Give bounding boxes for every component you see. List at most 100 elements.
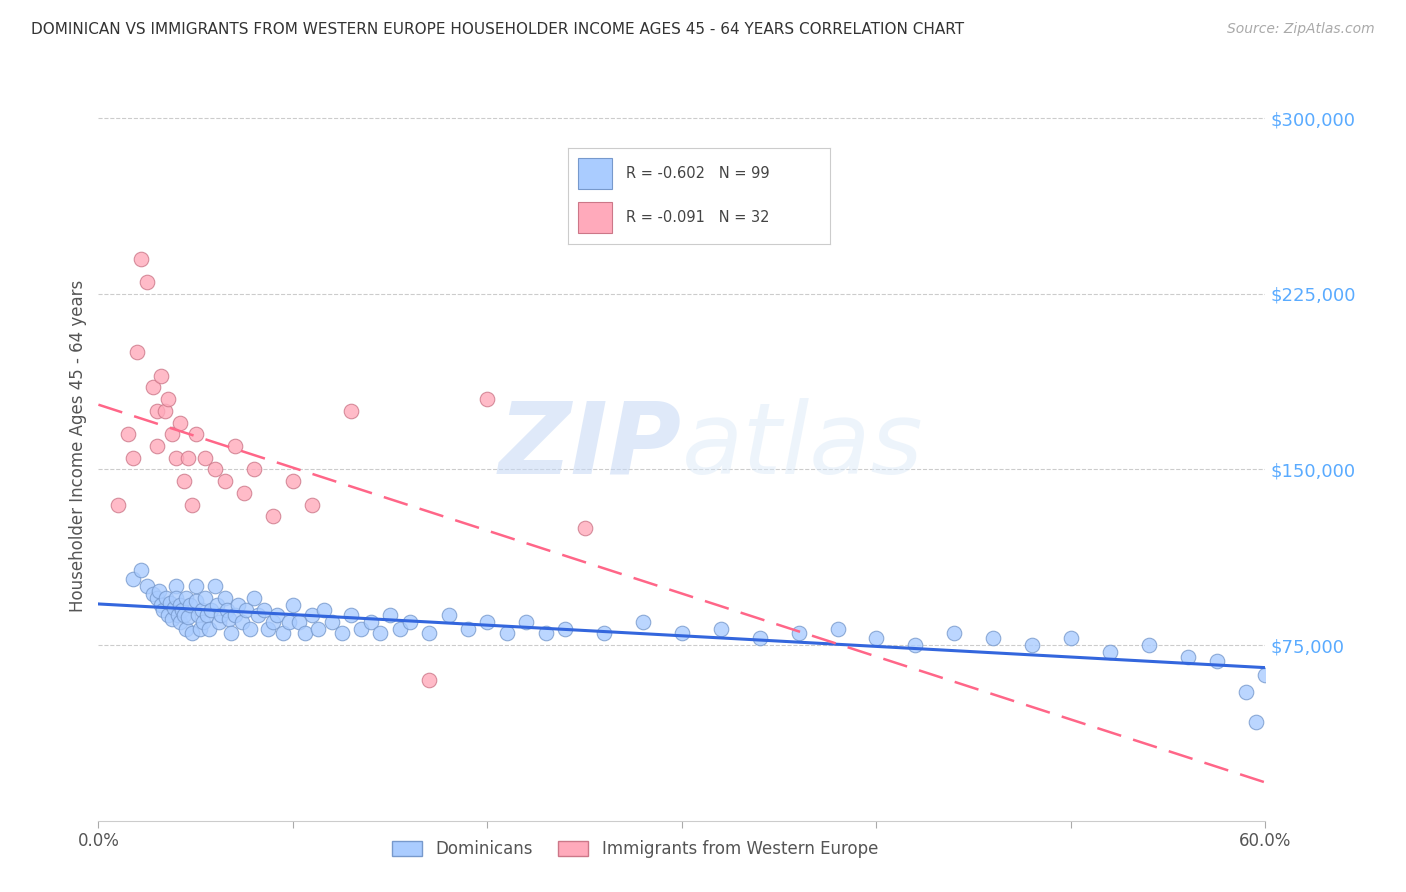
Point xyxy=(174,591,197,606)
Point xyxy=(496,626,519,640)
Point xyxy=(173,474,195,488)
Point xyxy=(107,498,129,512)
Point xyxy=(904,638,927,652)
Point xyxy=(162,612,184,626)
Point xyxy=(190,603,212,617)
Point xyxy=(418,673,440,688)
Point xyxy=(224,439,246,453)
Point xyxy=(209,607,232,622)
Point xyxy=(152,603,174,617)
Point xyxy=(710,622,733,636)
Point xyxy=(370,626,392,640)
Y-axis label: Householder Income Ages 45 - 64 years: Householder Income Ages 45 - 64 years xyxy=(69,280,87,612)
Point xyxy=(437,607,460,622)
Point xyxy=(187,607,209,622)
Point xyxy=(169,615,191,629)
Point xyxy=(281,474,304,488)
Point xyxy=(179,599,201,613)
Point xyxy=(142,380,165,394)
Point xyxy=(148,584,170,599)
Point xyxy=(129,252,152,266)
Point xyxy=(194,591,217,606)
Point xyxy=(173,607,195,622)
Text: R = -0.602   N = 99: R = -0.602 N = 99 xyxy=(626,166,769,181)
Point xyxy=(204,580,226,594)
Text: R = -0.091   N = 32: R = -0.091 N = 32 xyxy=(626,210,769,225)
Point xyxy=(193,615,215,629)
Point xyxy=(146,591,169,606)
Point xyxy=(246,607,269,622)
Point xyxy=(307,622,329,636)
Point xyxy=(827,622,849,636)
Point xyxy=(388,622,411,636)
Point xyxy=(136,580,159,594)
Text: ZIP: ZIP xyxy=(499,398,682,494)
Point xyxy=(340,404,363,418)
Point xyxy=(1254,668,1277,682)
Point xyxy=(162,427,184,442)
Point xyxy=(165,591,187,606)
Point xyxy=(235,603,257,617)
Point xyxy=(294,626,316,640)
Point xyxy=(360,615,382,629)
Point xyxy=(155,591,177,606)
Point xyxy=(554,622,576,636)
Point xyxy=(865,631,887,645)
Point xyxy=(278,615,301,629)
Point xyxy=(1060,631,1083,645)
Point xyxy=(169,599,191,613)
Point xyxy=(593,626,616,640)
Point xyxy=(262,615,284,629)
Point xyxy=(981,631,1004,645)
Point xyxy=(208,615,231,629)
Text: Source: ZipAtlas.com: Source: ZipAtlas.com xyxy=(1227,22,1375,37)
Point xyxy=(205,599,228,613)
Point xyxy=(243,462,266,476)
Point xyxy=(177,450,200,465)
Point xyxy=(149,599,172,613)
Point xyxy=(534,626,557,640)
Point xyxy=(398,615,420,629)
Point xyxy=(194,450,217,465)
Point xyxy=(122,573,145,587)
Point xyxy=(165,450,187,465)
Point xyxy=(184,427,207,442)
Point xyxy=(146,404,169,418)
Point xyxy=(748,631,770,645)
Point xyxy=(418,626,440,640)
Point xyxy=(157,392,180,407)
Point xyxy=(943,626,966,640)
Point xyxy=(219,626,242,640)
Point xyxy=(228,599,250,613)
Point xyxy=(215,603,238,617)
Point xyxy=(169,416,191,430)
Point xyxy=(198,622,221,636)
Text: atlas: atlas xyxy=(682,398,924,494)
Point xyxy=(1177,649,1199,664)
Point xyxy=(180,626,202,640)
Point xyxy=(515,615,537,629)
Point xyxy=(231,615,253,629)
Point xyxy=(266,607,288,622)
Point xyxy=(214,474,236,488)
Point xyxy=(159,596,181,610)
Point xyxy=(167,607,190,622)
Point xyxy=(177,610,200,624)
Point xyxy=(239,622,262,636)
Point xyxy=(127,345,149,359)
Point xyxy=(117,427,139,442)
Point xyxy=(218,612,240,626)
Point xyxy=(195,607,218,622)
Bar xyxy=(578,158,613,188)
Point xyxy=(253,603,276,617)
Point xyxy=(180,498,202,512)
Point xyxy=(574,521,596,535)
Point xyxy=(477,615,499,629)
Point xyxy=(188,622,211,636)
Point xyxy=(136,275,159,289)
Point xyxy=(129,563,152,577)
Point xyxy=(262,509,284,524)
Point xyxy=(163,600,186,615)
Point xyxy=(1244,715,1267,730)
Point xyxy=(301,607,323,622)
